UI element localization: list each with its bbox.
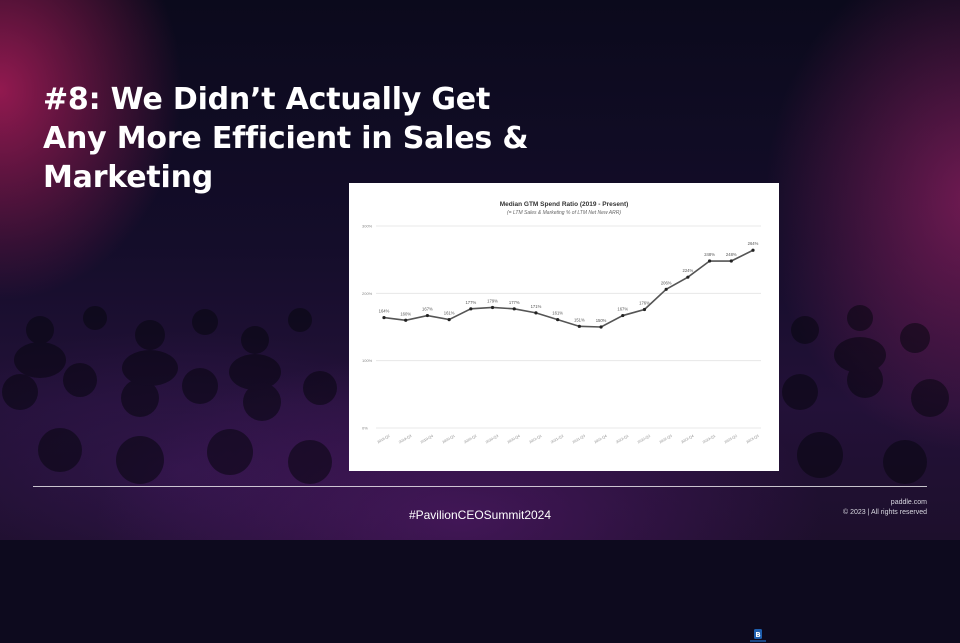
svg-text:B: B: [755, 631, 760, 639]
y-tick-label: 100%: [362, 358, 373, 363]
data-label: 151%: [574, 317, 585, 322]
data-point: [447, 317, 451, 322]
footer-divider: [33, 486, 927, 487]
slide-title: #8: We Didn’t Actually Get Any More Effi…: [43, 82, 529, 195]
footer-copyright: © 2023 | All rights reserved: [842, 509, 927, 516]
audience-silhouette: [0, 0, 960, 540]
x-tick-label: 2021-Q2: [550, 434, 564, 444]
data-point: [490, 305, 495, 310]
data-point: [382, 315, 386, 320]
data-point: [577, 324, 581, 328]
data-label: 171%: [531, 304, 542, 309]
benchmarkit-logo: B: [750, 629, 766, 643]
data-label: 248%: [704, 252, 715, 257]
series-line: [383, 249, 754, 328]
data-label: 160%: [400, 311, 411, 316]
x-tick-label: 2020-Q4: [507, 434, 521, 444]
x-tick-label: 2022-Q3: [659, 434, 673, 444]
x-tick-label: 2021-Q4: [593, 434, 607, 444]
data-point: [686, 275, 690, 279]
x-tick-label: 2020-Q2: [463, 434, 477, 444]
footer-credits: paddle.com © 2023 | All rights reserved: [843, 498, 927, 518]
data-point: [664, 287, 668, 291]
data-label: 150%: [596, 318, 607, 323]
gtm-spend-line-chart: Median GTM Spend Ratio (2019 - Present) …: [362, 201, 761, 444]
data-point: [469, 307, 473, 311]
chart-subtitle: (= LTM Sales & Marketing % of LTM Net Ne…: [507, 210, 621, 216]
footer-site: paddle.com: [890, 499, 927, 506]
data-point: [556, 317, 560, 322]
data-point: [642, 307, 647, 312]
data-point: [512, 307, 516, 311]
data-label: 164%: [379, 309, 390, 314]
x-tick-label: 2023-Q2: [724, 434, 738, 444]
data-label: 177%: [509, 300, 520, 305]
data-label: 177%: [465, 300, 476, 305]
data-label: 167%: [617, 307, 628, 312]
data-point: [621, 313, 625, 318]
data-point: [534, 311, 538, 315]
x-tick-label: 2019-Q2: [376, 434, 390, 444]
x-tick-label: 2023-Q3: [745, 434, 759, 444]
data-label: 161%: [552, 311, 563, 316]
data-label: 161%: [444, 311, 455, 316]
x-tick-label: 2022-Q2: [637, 434, 651, 444]
data-point: [599, 325, 603, 329]
x-tick-label: 2023-Q1: [702, 434, 716, 444]
chart-card: Median GTM Spend Ratio (2019 - Present) …: [349, 183, 779, 642]
chart-title: Median GTM Spend Ratio (2019 - Present): [500, 201, 629, 208]
x-tick-label: 2021-Q3: [572, 434, 586, 444]
data-label: 179%: [487, 298, 498, 303]
x-tick-label: 2021-Q1: [528, 434, 542, 444]
x-tick-label: 2020-Q3: [485, 434, 499, 444]
data-point: [751, 248, 755, 252]
x-tick-label: 2022-Q1: [615, 434, 629, 444]
data-point: [404, 318, 408, 322]
x-tick-label: 2020-Q1: [442, 434, 456, 444]
data-label: 176%: [639, 300, 650, 305]
data-label: 248%: [726, 252, 737, 257]
y-tick-label: 200%: [362, 291, 373, 296]
x-tick-label: 2022-Q4: [680, 434, 694, 444]
data-point: [425, 313, 430, 318]
event-hashtag: #PavilionCEOSummit2024: [408, 508, 552, 522]
x-tick-label: 2019-Q3: [398, 434, 412, 444]
x-tick-label: 2019-Q4: [420, 434, 434, 444]
data-label: 264%: [748, 241, 759, 246]
data-point: [729, 259, 733, 263]
data-label: 167%: [422, 307, 433, 312]
y-tick-label: 300%: [362, 224, 373, 229]
data-label: 206%: [661, 280, 672, 285]
y-tick-label: 0%: [362, 426, 368, 431]
data-label: 224%: [683, 268, 694, 273]
data-point: [707, 259, 712, 263]
